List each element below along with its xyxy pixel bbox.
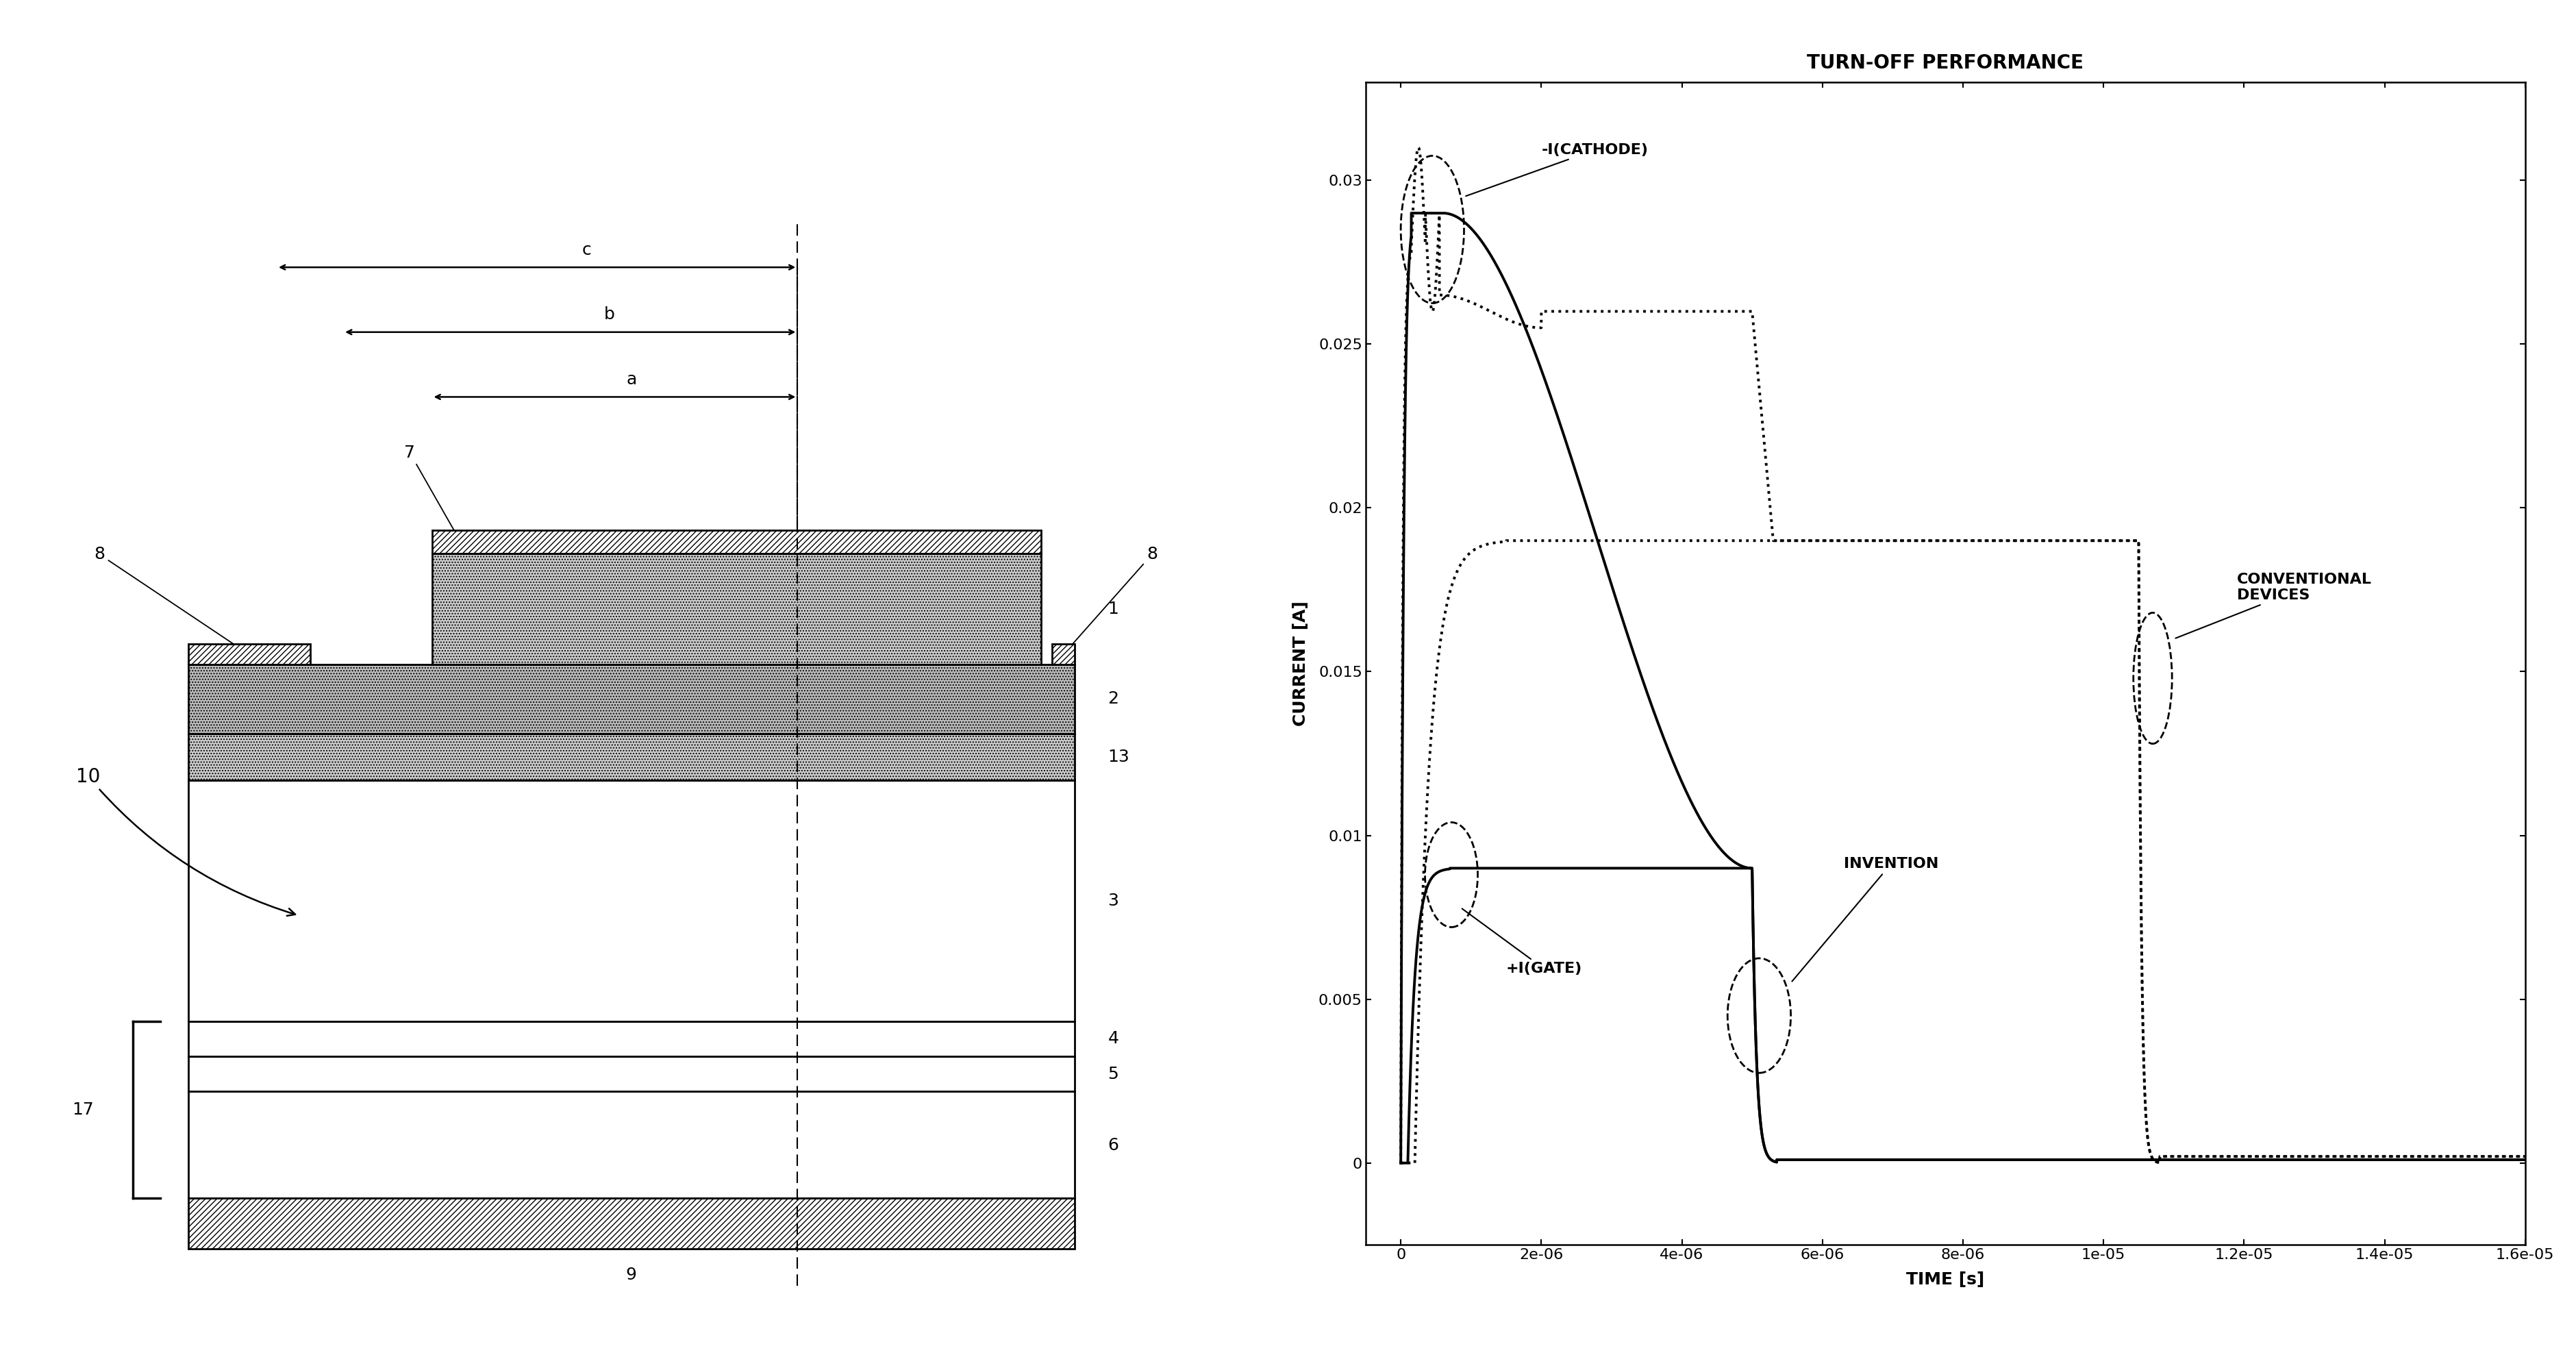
Text: CONVENTIONAL
DEVICES: CONVENTIONAL DEVICES	[2174, 573, 2372, 639]
Bar	[188, 735, 1074, 780]
Text: 5: 5	[1108, 1066, 1118, 1082]
Text: 8: 8	[93, 546, 247, 654]
Text: c: c	[582, 242, 592, 259]
Text: -I(CATHODE): -I(CATHODE)	[1466, 144, 1649, 196]
Text: 1: 1	[1108, 601, 1118, 617]
Text: 17: 17	[72, 1101, 93, 1118]
Text: 9: 9	[626, 1267, 636, 1283]
Y-axis label: CURRENT [A]: CURRENT [A]	[1293, 601, 1309, 726]
Text: 7: 7	[404, 445, 464, 549]
Bar	[1051, 644, 1074, 665]
Bar	[188, 1021, 1074, 1056]
Text: 13: 13	[1108, 748, 1128, 765]
Bar	[188, 665, 1074, 735]
Bar	[188, 1056, 1074, 1092]
Bar	[188, 1092, 1074, 1198]
Bar	[188, 1198, 1074, 1249]
Bar	[433, 531, 1041, 554]
X-axis label: TIME [s]: TIME [s]	[1906, 1271, 1984, 1287]
Title: TURN-OFF PERFORMANCE: TURN-OFF PERFORMANCE	[1806, 53, 2084, 73]
Text: 6: 6	[1108, 1137, 1118, 1153]
Text: 2: 2	[1108, 691, 1118, 707]
Text: 10: 10	[77, 767, 296, 915]
Bar	[433, 554, 1041, 665]
Text: 3: 3	[1108, 892, 1118, 908]
Text: 8: 8	[1064, 546, 1157, 653]
Bar	[188, 644, 309, 665]
Text: b: b	[603, 306, 616, 323]
Text: INVENTION: INVENTION	[1790, 858, 1937, 981]
Bar	[188, 780, 1074, 1021]
Text: 4: 4	[1108, 1030, 1118, 1047]
Text: +I(GATE): +I(GATE)	[1461, 908, 1582, 975]
Text: a: a	[626, 371, 636, 387]
